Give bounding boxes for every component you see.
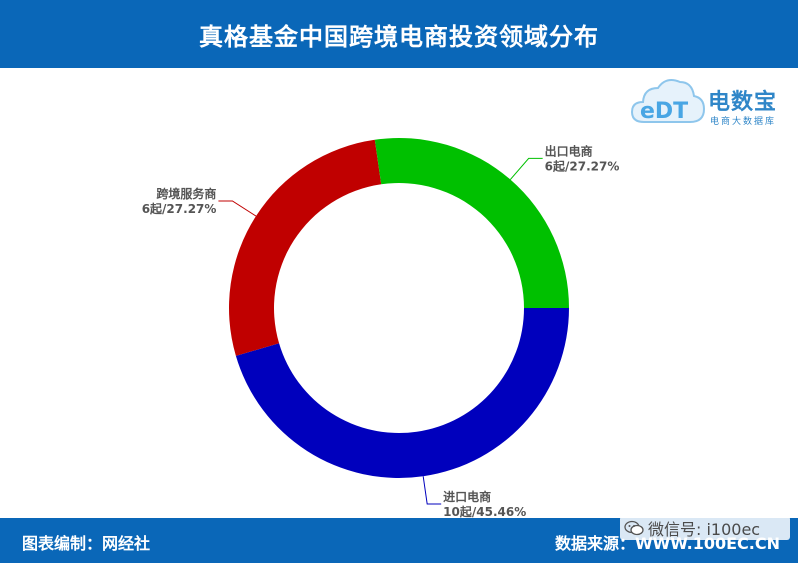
slice-label-value-2: 6起/27.27%	[142, 201, 217, 216]
slice-label-value-3: 6起/27.27%	[545, 158, 620, 173]
wechat-icon	[624, 520, 644, 536]
slice-label-name-1: 进口电商	[443, 489, 491, 504]
brand-logo: eDT 电数宝 电商大数据库	[630, 72, 790, 134]
donut-slice-1	[235, 308, 569, 478]
slice-label-value-1: 10起/45.46%	[443, 504, 526, 518]
chart-title: 真格基金中国跨境电商投资领域分布	[199, 22, 599, 51]
logo-mark-text: eDT	[640, 99, 688, 124]
logo-name: 电数宝	[708, 90, 778, 115]
wechat-id: 微信号: i100ec	[648, 520, 761, 539]
wechat-watermark: 微信号: i100ec	[620, 516, 790, 540]
slice-label-name-3: 出口电商	[545, 143, 593, 158]
donut-slice-2	[229, 139, 382, 356]
cloud-icon: eDT	[630, 79, 706, 124]
chart-header: 真格基金中国跨境电商投资领域分布	[0, 0, 798, 68]
leader-line-2	[218, 200, 257, 217]
donut-slice-3	[374, 138, 569, 308]
slice-label-name-2: 跨境服务商	[156, 186, 216, 201]
donut-chart: 进口电商10起/45.46%跨境服务商6起/27.27%出口电商6起/27.27…	[142, 138, 620, 518]
leader-line-1	[422, 476, 442, 505]
logo-subtitle: 电商大数据库	[710, 117, 777, 127]
leader-line-3	[509, 157, 543, 180]
footer-credit: 图表编制：网经社	[22, 534, 151, 553]
